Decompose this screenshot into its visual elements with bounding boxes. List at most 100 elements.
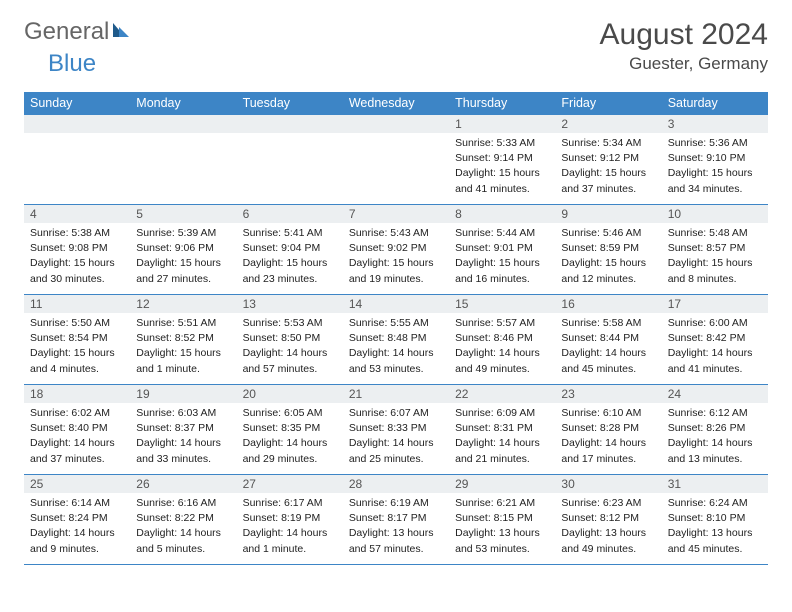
weekday-header: Friday	[555, 92, 661, 115]
daylight-line2: and 37 minutes.	[30, 452, 124, 466]
day-number: 28	[343, 475, 449, 493]
daylight-line1: Daylight: 14 hours	[668, 346, 762, 360]
day-number: 12	[130, 295, 236, 313]
sunset-text: Sunset: 9:08 PM	[30, 241, 124, 255]
daylight-line2: and 49 minutes.	[561, 542, 655, 556]
day-content: Sunrise: 6:24 AMSunset: 8:10 PMDaylight:…	[662, 493, 768, 561]
sunset-text: Sunset: 9:14 PM	[455, 151, 549, 165]
daylight-line1: Daylight: 15 hours	[243, 256, 337, 270]
daylight-line2: and 37 minutes.	[561, 182, 655, 196]
daylight-line2: and 21 minutes.	[455, 452, 549, 466]
calendar-day-cell: 27Sunrise: 6:17 AMSunset: 8:19 PMDayligh…	[237, 475, 343, 565]
day-content: Sunrise: 5:58 AMSunset: 8:44 PMDaylight:…	[555, 313, 661, 381]
day-content: Sunrise: 5:39 AMSunset: 9:06 PMDaylight:…	[130, 223, 236, 291]
sunrise-text: Sunrise: 6:10 AM	[561, 406, 655, 420]
day-number: 22	[449, 385, 555, 403]
sunrise-text: Sunrise: 5:55 AM	[349, 316, 443, 330]
title-location: Guester, Germany	[600, 54, 768, 74]
daylight-line1: Daylight: 15 hours	[668, 256, 762, 270]
daylight-line2: and 45 minutes.	[668, 542, 762, 556]
sunrise-text: Sunrise: 5:38 AM	[30, 226, 124, 240]
day-number: 1	[449, 115, 555, 133]
calendar-body: 1Sunrise: 5:33 AMSunset: 9:14 PMDaylight…	[24, 115, 768, 565]
daylight-line1: Daylight: 14 hours	[349, 346, 443, 360]
daylight-line1: Daylight: 15 hours	[455, 256, 549, 270]
day-content: Sunrise: 5:51 AMSunset: 8:52 PMDaylight:…	[130, 313, 236, 381]
calendar-day-cell: 13Sunrise: 5:53 AMSunset: 8:50 PMDayligh…	[237, 295, 343, 385]
day-number: 13	[237, 295, 343, 313]
sunrise-text: Sunrise: 6:24 AM	[668, 496, 762, 510]
weekday-header: Sunday	[24, 92, 130, 115]
day-content: Sunrise: 6:05 AMSunset: 8:35 PMDaylight:…	[237, 403, 343, 471]
sunset-text: Sunset: 8:37 PM	[136, 421, 230, 435]
day-number: 25	[24, 475, 130, 493]
daylight-line1: Daylight: 15 hours	[30, 346, 124, 360]
sunset-text: Sunset: 9:06 PM	[136, 241, 230, 255]
day-number: 21	[343, 385, 449, 403]
day-content: Sunrise: 6:09 AMSunset: 8:31 PMDaylight:…	[449, 403, 555, 471]
sunset-text: Sunset: 8:33 PM	[349, 421, 443, 435]
day-content: Sunrise: 6:12 AMSunset: 8:26 PMDaylight:…	[662, 403, 768, 471]
calendar-day-cell: 12Sunrise: 5:51 AMSunset: 8:52 PMDayligh…	[130, 295, 236, 385]
day-number-empty	[343, 115, 449, 133]
sunrise-text: Sunrise: 6:00 AM	[668, 316, 762, 330]
weekday-header-row: Sunday Monday Tuesday Wednesday Thursday…	[24, 92, 768, 115]
day-number: 4	[24, 205, 130, 223]
daylight-line1: Daylight: 15 hours	[668, 166, 762, 180]
day-content: Sunrise: 6:03 AMSunset: 8:37 PMDaylight:…	[130, 403, 236, 471]
day-content: Sunrise: 6:10 AMSunset: 8:28 PMDaylight:…	[555, 403, 661, 471]
day-number-empty	[237, 115, 343, 133]
daylight-line2: and 9 minutes.	[30, 542, 124, 556]
calendar-day-cell: 4 Sunrise: 5:38 AMSunset: 9:08 PMDaylight…	[24, 205, 130, 295]
daylight-line1: Daylight: 15 hours	[561, 166, 655, 180]
day-content: Sunrise: 6:02 AMSunset: 8:40 PMDaylight:…	[24, 403, 130, 471]
sunset-text: Sunset: 8:10 PM	[668, 511, 762, 525]
daylight-line2: and 53 minutes.	[455, 542, 549, 556]
day-content: Sunrise: 5:48 AMSunset: 8:57 PMDaylight:…	[662, 223, 768, 291]
sunset-text: Sunset: 8:44 PM	[561, 331, 655, 345]
day-content: Sunrise: 5:34 AMSunset: 9:12 PMDaylight:…	[555, 133, 661, 201]
day-number: 23	[555, 385, 661, 403]
sunset-text: Sunset: 8:28 PM	[561, 421, 655, 435]
calendar-day-cell: 1Sunrise: 5:33 AMSunset: 9:14 PMDaylight…	[449, 115, 555, 205]
daylight-line2: and 12 minutes.	[561, 272, 655, 286]
calendar-day-cell: 22Sunrise: 6:09 AMSunset: 8:31 PMDayligh…	[449, 385, 555, 475]
calendar-day-cell	[343, 115, 449, 205]
sunrise-text: Sunrise: 6:05 AM	[243, 406, 337, 420]
sunrise-text: Sunrise: 5:34 AM	[561, 136, 655, 150]
calendar-day-cell	[237, 115, 343, 205]
sunrise-text: Sunrise: 5:51 AM	[136, 316, 230, 330]
calendar-day-cell: 26Sunrise: 6:16 AMSunset: 8:22 PMDayligh…	[130, 475, 236, 565]
day-number: 29	[449, 475, 555, 493]
daylight-line1: Daylight: 15 hours	[349, 256, 443, 270]
daylight-line1: Daylight: 14 hours	[30, 436, 124, 450]
daylight-line2: and 30 minutes.	[30, 272, 124, 286]
daylight-line2: and 41 minutes.	[455, 182, 549, 196]
calendar-day-cell: 14Sunrise: 5:55 AMSunset: 8:48 PMDayligh…	[343, 295, 449, 385]
calendar-day-cell: 9Sunrise: 5:46 AMSunset: 8:59 PMDaylight…	[555, 205, 661, 295]
day-number-empty	[24, 115, 130, 133]
daylight-line1: Daylight: 14 hours	[136, 436, 230, 450]
sunset-text: Sunset: 8:31 PM	[455, 421, 549, 435]
sunset-text: Sunset: 8:12 PM	[561, 511, 655, 525]
sunset-text: Sunset: 8:50 PM	[243, 331, 337, 345]
daylight-line2: and 57 minutes.	[349, 542, 443, 556]
day-content: Sunrise: 5:53 AMSunset: 8:50 PMDaylight:…	[237, 313, 343, 381]
calendar-day-cell: 7Sunrise: 5:43 AMSunset: 9:02 PMDaylight…	[343, 205, 449, 295]
sunrise-text: Sunrise: 5:43 AM	[349, 226, 443, 240]
calendar-day-cell	[130, 115, 236, 205]
day-content: Sunrise: 5:44 AMSunset: 9:01 PMDaylight:…	[449, 223, 555, 291]
sunset-text: Sunset: 8:35 PM	[243, 421, 337, 435]
calendar-day-cell: 3Sunrise: 5:36 AMSunset: 9:10 PMDaylight…	[662, 115, 768, 205]
calendar-day-cell: 30Sunrise: 6:23 AMSunset: 8:12 PMDayligh…	[555, 475, 661, 565]
sunset-text: Sunset: 9:10 PM	[668, 151, 762, 165]
calendar-day-cell: 15Sunrise: 5:57 AMSunset: 8:46 PMDayligh…	[449, 295, 555, 385]
daylight-line1: Daylight: 15 hours	[136, 346, 230, 360]
day-number: 26	[130, 475, 236, 493]
sail-icon	[111, 21, 131, 39]
title-month: August 2024	[600, 18, 768, 52]
daylight-line1: Daylight: 15 hours	[30, 256, 124, 270]
sunrise-text: Sunrise: 5:50 AM	[30, 316, 124, 330]
daylight-line2: and 57 minutes.	[243, 362, 337, 376]
day-number: 2	[555, 115, 661, 133]
